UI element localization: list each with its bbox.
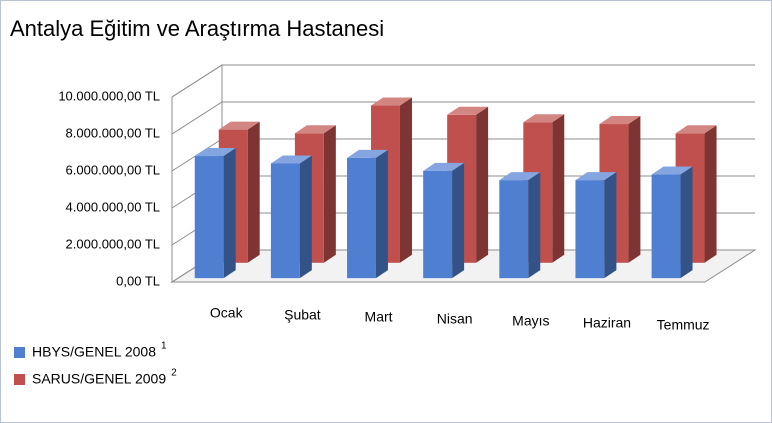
bar-side bbox=[552, 114, 565, 263]
bar-side bbox=[452, 162, 465, 279]
chart-title: Antalya Eğitim ve Araştırma Hastanesi bbox=[10, 16, 384, 41]
bar-side bbox=[399, 97, 412, 263]
bar-top bbox=[371, 97, 412, 106]
x-tick-label: Mart bbox=[365, 309, 393, 325]
y-tick-label: 6.000.000,00 TL bbox=[66, 162, 160, 177]
bar-top bbox=[294, 125, 336, 134]
legend-label: SARUS/GENEL 2009 bbox=[32, 371, 166, 387]
bar bbox=[651, 174, 681, 279]
bar bbox=[499, 180, 529, 279]
bar-top bbox=[499, 172, 541, 181]
x-tick-label: Mayıs bbox=[512, 313, 549, 329]
bar bbox=[423, 170, 453, 279]
grid-line bbox=[171, 64, 755, 98]
y-tick-label: 2.000.000,00 TL bbox=[66, 236, 160, 251]
bar-side bbox=[323, 125, 336, 263]
bar bbox=[270, 163, 300, 279]
bar-side bbox=[476, 106, 489, 263]
bar-side bbox=[247, 121, 260, 263]
bar-top bbox=[194, 148, 236, 157]
x-tick-label: Ocak bbox=[210, 305, 244, 321]
bar-top bbox=[675, 125, 717, 134]
bar-side bbox=[299, 155, 312, 279]
bar-side bbox=[628, 116, 641, 263]
y-tick-label: 0,00 TL bbox=[116, 273, 160, 288]
bar bbox=[347, 157, 376, 279]
bar-side bbox=[604, 172, 617, 279]
y-tick-label: 4.000.000,00 TL bbox=[66, 199, 160, 214]
bar-top bbox=[270, 155, 312, 164]
x-tick-label: Temmuz bbox=[657, 317, 710, 333]
bar-top bbox=[447, 106, 489, 115]
legend-swatch bbox=[14, 374, 25, 385]
bar-side bbox=[223, 148, 236, 279]
x-tick-label: Nisan bbox=[437, 311, 473, 327]
legend-swatch bbox=[14, 347, 25, 358]
bar-side bbox=[680, 166, 693, 279]
bar-top bbox=[218, 121, 260, 130]
bar bbox=[194, 156, 224, 279]
bar-top bbox=[347, 149, 388, 158]
x-tick-label: Şubat bbox=[284, 307, 321, 323]
legend-superscript: 1 bbox=[161, 341, 167, 352]
bar bbox=[575, 180, 605, 279]
bar-top bbox=[651, 166, 693, 175]
bar-side bbox=[528, 172, 541, 279]
bar-top bbox=[599, 116, 641, 125]
legend-superscript: 2 bbox=[171, 368, 177, 379]
legend: HBYS/GENEL 2008 1 SARUS/GENEL 2009 2 bbox=[14, 341, 177, 387]
bar-top bbox=[575, 172, 617, 181]
bar-top bbox=[523, 114, 565, 123]
grid-line bbox=[171, 101, 755, 135]
bar-side bbox=[375, 149, 388, 279]
bar-side bbox=[704, 125, 717, 263]
bar-top bbox=[423, 162, 465, 171]
y-tick-label: 10.000.000,00 TL bbox=[58, 88, 160, 103]
x-tick-label: Haziran bbox=[583, 315, 631, 331]
y-tick-label: 8.000.000,00 TL bbox=[66, 125, 160, 140]
plot-area: 0,00 TL 2.000.000,00 TL 4.000.000,00 TL 6.0… bbox=[58, 64, 757, 333]
legend-label: HBYS/GENEL 2008 bbox=[32, 344, 156, 360]
